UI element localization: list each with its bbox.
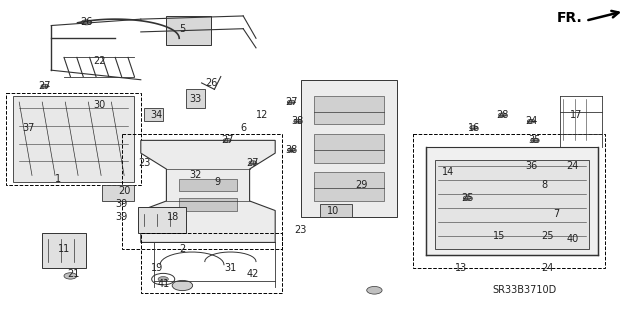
Polygon shape: [42, 233, 86, 268]
Text: 23: 23: [138, 158, 150, 168]
Text: 39: 39: [115, 212, 128, 222]
Text: 25: 25: [541, 231, 554, 241]
Text: 25: 25: [461, 193, 474, 203]
Text: 42: 42: [246, 269, 259, 279]
Circle shape: [64, 273, 77, 279]
Polygon shape: [320, 204, 352, 217]
Text: SR33B3710D: SR33B3710D: [493, 285, 557, 295]
Text: 21: 21: [67, 269, 80, 279]
Polygon shape: [435, 160, 589, 249]
Text: 2: 2: [179, 244, 186, 254]
Text: 8: 8: [541, 180, 547, 190]
Polygon shape: [179, 198, 237, 211]
Polygon shape: [138, 207, 186, 233]
Text: 23: 23: [294, 225, 307, 235]
Circle shape: [527, 119, 535, 123]
Text: 34: 34: [150, 110, 163, 120]
Circle shape: [287, 148, 295, 152]
Text: 7: 7: [554, 209, 560, 219]
Text: 28: 28: [496, 110, 509, 120]
Text: 31: 31: [224, 263, 237, 273]
Text: 37: 37: [22, 122, 35, 133]
Text: 19: 19: [150, 263, 163, 273]
Circle shape: [463, 196, 471, 200]
Text: 27: 27: [246, 158, 259, 168]
Circle shape: [81, 20, 92, 25]
Polygon shape: [179, 179, 237, 191]
Text: 24: 24: [541, 263, 554, 273]
Circle shape: [41, 84, 49, 88]
Polygon shape: [314, 172, 384, 201]
Text: 26: 26: [80, 17, 93, 27]
Text: 14: 14: [442, 167, 454, 177]
Circle shape: [294, 119, 301, 123]
Circle shape: [499, 113, 506, 117]
Text: 24: 24: [525, 116, 538, 126]
Text: 27: 27: [38, 81, 51, 91]
Text: 29: 29: [355, 180, 368, 190]
Text: 10: 10: [326, 205, 339, 216]
Polygon shape: [426, 147, 598, 255]
Polygon shape: [301, 80, 397, 217]
Circle shape: [531, 138, 538, 142]
Polygon shape: [314, 134, 384, 163]
Polygon shape: [141, 140, 275, 242]
Text: 6: 6: [240, 122, 246, 133]
Text: 1: 1: [54, 174, 61, 184]
Circle shape: [172, 280, 193, 291]
Polygon shape: [13, 96, 134, 182]
Text: 9: 9: [214, 177, 221, 187]
Circle shape: [158, 277, 168, 282]
Polygon shape: [166, 16, 211, 45]
Text: 18: 18: [166, 212, 179, 222]
Text: 38: 38: [285, 145, 298, 155]
Text: 36: 36: [525, 161, 538, 171]
Text: 22: 22: [93, 56, 106, 66]
Text: 5: 5: [179, 24, 186, 34]
Text: 16: 16: [467, 122, 480, 133]
Circle shape: [470, 126, 477, 130]
Text: 27: 27: [221, 135, 234, 145]
Text: FR.: FR.: [557, 11, 582, 25]
Text: 33: 33: [189, 94, 202, 104]
Circle shape: [287, 100, 295, 104]
Text: 40: 40: [566, 234, 579, 244]
Circle shape: [223, 138, 231, 142]
Polygon shape: [144, 108, 163, 121]
Text: 26: 26: [205, 78, 218, 88]
Text: 17: 17: [570, 110, 582, 120]
Text: 35: 35: [528, 135, 541, 145]
Text: 12: 12: [256, 110, 269, 120]
Text: 15: 15: [493, 231, 506, 241]
Circle shape: [367, 286, 382, 294]
Text: 13: 13: [454, 263, 467, 273]
Text: 27: 27: [285, 97, 298, 107]
Text: 41: 41: [157, 279, 170, 289]
Text: 30: 30: [93, 100, 106, 110]
Text: 38: 38: [291, 116, 304, 126]
Text: 24: 24: [566, 161, 579, 171]
Text: 11: 11: [58, 244, 70, 254]
Circle shape: [249, 161, 257, 165]
Polygon shape: [186, 89, 205, 108]
Text: 39: 39: [115, 199, 128, 209]
Text: 32: 32: [189, 170, 202, 181]
Polygon shape: [102, 185, 134, 201]
Polygon shape: [314, 96, 384, 124]
Text: 20: 20: [118, 186, 131, 197]
